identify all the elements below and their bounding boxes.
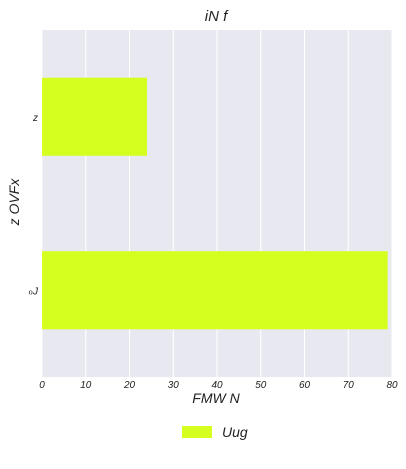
x-tick-label: 40 — [211, 380, 223, 391]
x-tick-label: 30 — [168, 380, 180, 391]
y-tick-labels: z ℴJ — [28, 113, 39, 298]
y-tick-label: ℴJ — [28, 286, 39, 297]
x-tick-label: 60 — [299, 380, 311, 391]
x-tick-label: 0 — [39, 380, 45, 391]
x-tick-label: 10 — [80, 380, 92, 391]
legend: Uug — [182, 424, 248, 440]
x-axis-label: FMW N — [192, 390, 240, 406]
x-tick-label: 20 — [123, 380, 136, 391]
x-tick-label: 80 — [386, 380, 398, 391]
bar — [42, 77, 147, 156]
legend-swatch — [182, 426, 212, 438]
y-axis-label: z OVFx — [6, 178, 22, 227]
x-tick-labels: 0 10 20 30 40 50 60 70 80 — [39, 380, 398, 391]
x-tick-label: 70 — [343, 380, 355, 391]
legend-label: Uug — [222, 424, 248, 440]
chart-title: iN f — [205, 8, 229, 25]
bars — [42, 77, 388, 330]
x-tick-label: 50 — [255, 380, 267, 391]
y-tick-label: z — [32, 113, 38, 124]
bar — [42, 251, 388, 330]
